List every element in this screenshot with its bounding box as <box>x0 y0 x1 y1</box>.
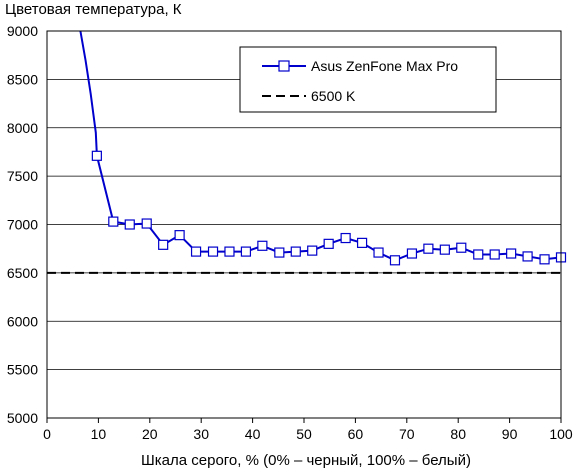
y-tick-label: 7500 <box>7 168 38 184</box>
data-point-marker <box>539 254 550 265</box>
x-tick-label: 40 <box>245 426 261 442</box>
y-tick-label: 8000 <box>7 120 38 136</box>
data-point-marker <box>373 247 384 258</box>
data-point-marker <box>224 246 235 257</box>
data-point-marker <box>456 242 467 253</box>
data-point-marker <box>158 239 169 250</box>
data-point-marker <box>522 251 533 262</box>
data-point-marker <box>389 255 401 266</box>
data-point-marker <box>124 219 135 230</box>
y-tick-label: 7000 <box>7 217 38 233</box>
x-tick-label: 80 <box>450 426 466 442</box>
x-tick-label: 10 <box>91 426 107 442</box>
y-tick-label: 5000 <box>7 410 38 426</box>
data-point-marker <box>307 245 318 256</box>
data-point-marker <box>274 247 285 258</box>
legend-series-label: Asus ZenFone Max Pro <box>311 58 458 74</box>
y-tick-label: 9000 <box>7 23 38 39</box>
data-point-marker <box>91 150 102 161</box>
data-point-marker <box>290 246 301 257</box>
data-point-marker <box>207 246 219 257</box>
x-tick-label: 30 <box>193 426 209 442</box>
y-tick-label: 6000 <box>7 313 38 329</box>
legend: Asus ZenFone Max Pro 6500 K <box>239 46 497 113</box>
data-point-marker <box>506 248 517 259</box>
data-point-marker <box>323 238 334 249</box>
x-tick-label: 60 <box>348 426 364 442</box>
data-point-marker <box>489 249 500 260</box>
x-tick-label: 50 <box>296 426 312 442</box>
data-point-marker <box>473 249 484 260</box>
data-point-marker <box>190 246 202 257</box>
x-axis-label: Шкала серого, % (0% – черный, 100% – бел… <box>141 452 471 469</box>
x-tick-label: 100 <box>549 426 573 442</box>
legend-series-marker <box>278 60 290 72</box>
data-point-marker <box>406 248 418 259</box>
legend-box <box>239 46 497 113</box>
x-tick-label: 90 <box>502 426 518 442</box>
data-point-marker <box>356 237 368 248</box>
data-point-marker <box>141 218 152 229</box>
data-point-marker <box>340 232 351 244</box>
series-markers <box>91 150 567 266</box>
y-axis-ticks: 5000 5500 6000 6500 7000 7500 8000 8500 9000 <box>7 23 38 426</box>
legend-reference-label: 6500 K <box>311 88 356 104</box>
x-tick-label: 70 <box>399 426 415 442</box>
x-tick-label: 0 <box>43 426 51 442</box>
data-point-marker <box>423 243 434 254</box>
y-tick-label: 6500 <box>7 265 38 281</box>
data-point-marker <box>240 246 252 257</box>
chart-title: Цветовая температура, К <box>5 1 182 18</box>
data-point-marker <box>257 240 268 251</box>
data-point-marker <box>439 244 450 255</box>
data-point-marker <box>174 230 185 241</box>
x-tick-label: 20 <box>142 426 158 442</box>
data-point-marker <box>108 216 119 227</box>
y-tick-label: 5500 <box>7 362 38 378</box>
x-axis-ticks: 0 10 20 30 40 50 60 70 80 90 100 <box>43 418 573 442</box>
y-tick-label: 8500 <box>7 71 38 87</box>
